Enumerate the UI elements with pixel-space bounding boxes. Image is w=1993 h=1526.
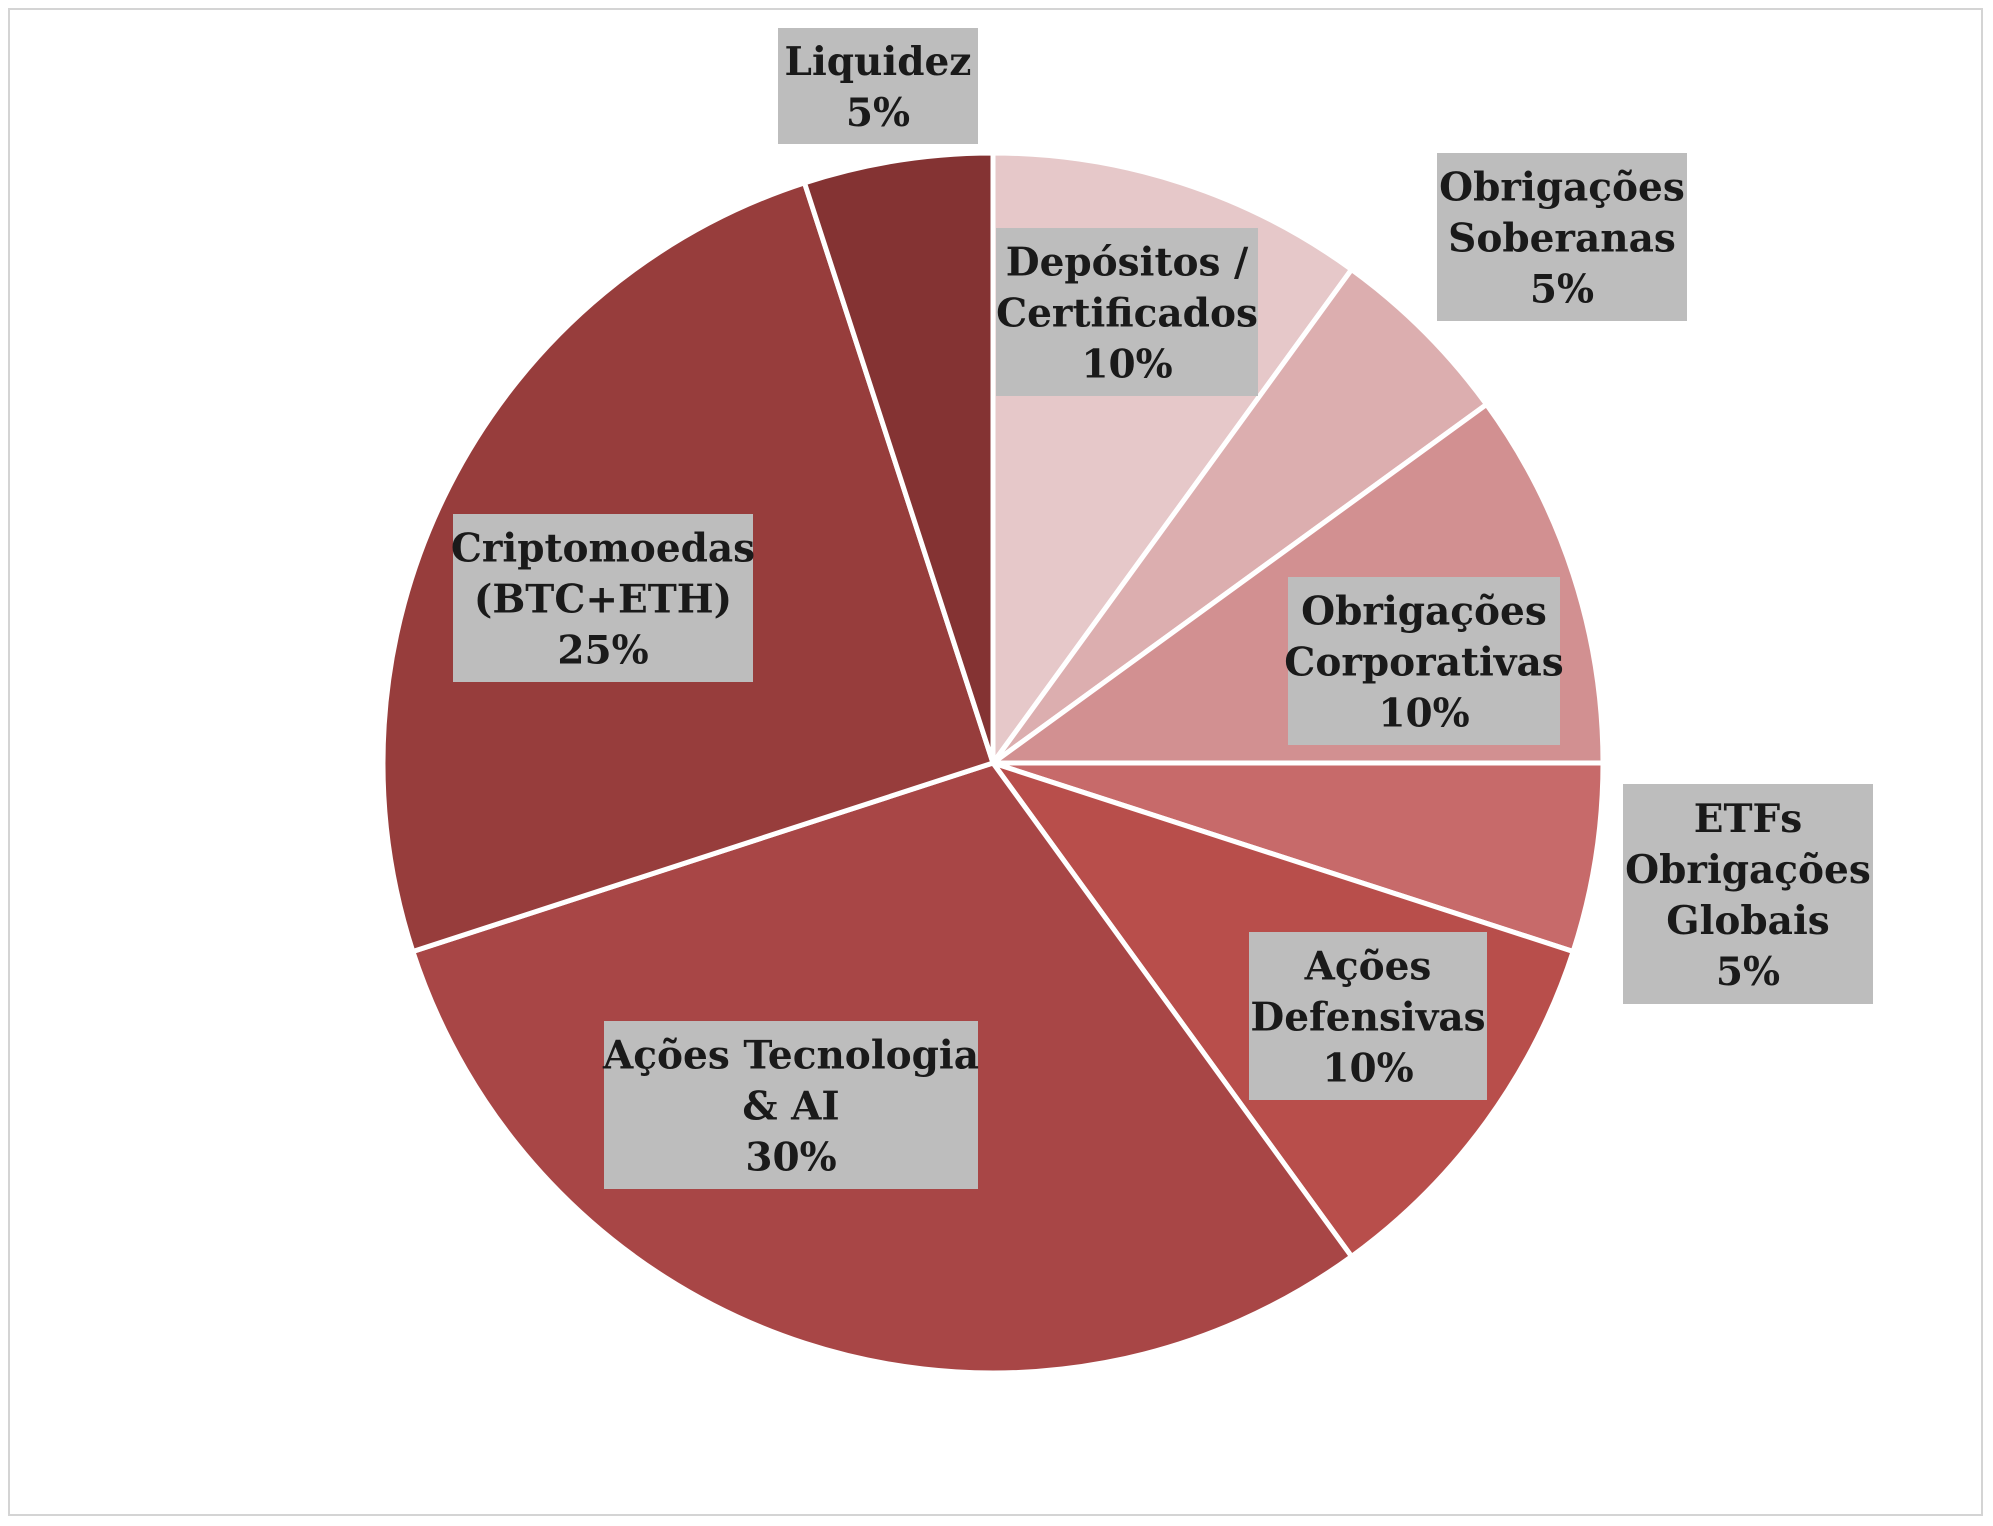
pie-slices: [380, 150, 1606, 1376]
slice-label-box: [996, 228, 1258, 396]
pie-slice-1: [990, 266, 1490, 766]
slice-category-label: (BTC+ETH): [474, 577, 732, 623]
slice-category-label: Depósitos /: [1006, 240, 1249, 286]
slice-value-label: 10%: [1378, 691, 1469, 737]
slice-category-label: Ações: [1304, 944, 1432, 990]
slice-label-box: [778, 28, 978, 144]
slice-value-label: 5%: [1716, 949, 1780, 995]
pie-labels: Depósitos / Certificados 10% Obrigações Sobe…: [451, 28, 1873, 1189]
slice-label-0: Depósitos / Certificados 10%: [996, 228, 1258, 396]
slice-category-label: ETFs: [1694, 796, 1802, 842]
slice-category-label: Soberanas: [1448, 216, 1676, 262]
slice-label-box: [1249, 932, 1487, 1100]
slice-category-label: Obrigações: [1301, 589, 1547, 635]
slice-category-label: Ações Tecnologia: [602, 1033, 979, 1079]
slice-label-5: Ações Tecnologia & AI 30%: [602, 1021, 979, 1189]
slice-label-box: [1288, 577, 1560, 745]
slice-label-box: [1623, 784, 1873, 1004]
slice-label-1: Obrigações Soberanas 5%: [1437, 153, 1687, 321]
slice-category-label: Defensivas: [1250, 995, 1485, 1041]
slice-category-label: & AI: [742, 1084, 839, 1130]
slice-label-7: Liquidez 5%: [778, 28, 978, 144]
slice-category-label: Obrigações: [1439, 165, 1685, 211]
slice-value-label: 30%: [745, 1135, 836, 1181]
slice-category-label: Certificados: [996, 291, 1258, 337]
slice-value-label: 10%: [1322, 1046, 1413, 1092]
slice-value-label: 5%: [846, 90, 910, 136]
slice-value-label: 25%: [557, 628, 648, 674]
slice-value-label: 10%: [1081, 342, 1172, 388]
slice-label-2: Obrigações Corporativas 10%: [1284, 577, 1564, 745]
slice-category-label: Criptomoedas: [451, 526, 755, 572]
slice-label-box: [1437, 153, 1687, 321]
slice-label-3: ETFs Obrigações Globais 5%: [1623, 784, 1873, 1004]
slice-category-label: Corporativas: [1284, 640, 1563, 686]
slice-label-box: [453, 514, 753, 682]
slice-label-4: Ações Defensivas 10%: [1249, 932, 1487, 1100]
slice-category-label: Obrigações: [1625, 847, 1871, 893]
slice-value-label: 5%: [1530, 267, 1594, 313]
slice-category-label: Globais: [1666, 898, 1829, 944]
slice-label-box: [604, 1021, 978, 1189]
slice-label-6: Criptomoedas (BTC+ETH) 25%: [451, 514, 755, 682]
slice-category-label: Liquidez: [785, 39, 972, 85]
pie-slice-7: [801, 150, 996, 764]
